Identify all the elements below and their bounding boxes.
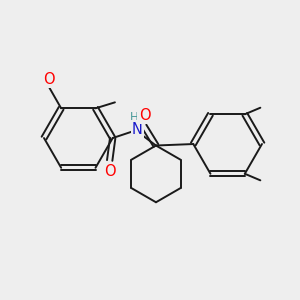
Text: N: N — [132, 122, 143, 136]
Text: O: O — [139, 107, 150, 122]
Text: O: O — [104, 164, 116, 179]
Text: O: O — [44, 71, 55, 86]
Text: H: H — [130, 111, 139, 124]
